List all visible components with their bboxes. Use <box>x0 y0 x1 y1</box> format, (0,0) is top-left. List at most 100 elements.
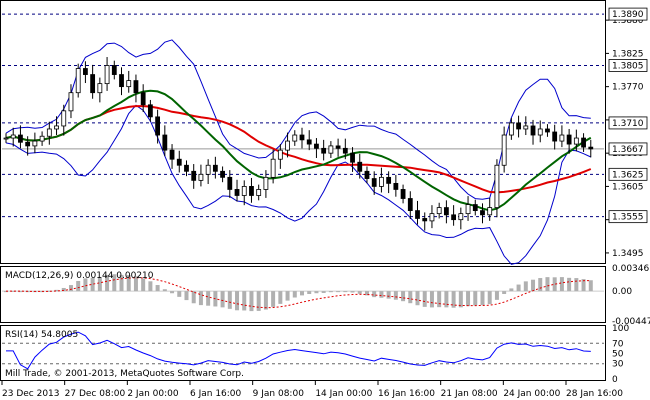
macd-bar <box>429 291 434 308</box>
time-tick-label: 9 Jan 08:00 <box>253 389 305 399</box>
rsi-tick-label: 100 <box>612 324 629 334</box>
candle-body <box>249 186 254 196</box>
macd-bar <box>458 291 463 308</box>
macd-bar <box>105 274 110 292</box>
price-tick-label: 1.3880 <box>612 16 644 26</box>
rsi-label: RSI(14) 54.8005 <box>5 330 78 340</box>
macd-bar <box>61 287 66 292</box>
macd-bar <box>559 277 564 292</box>
time-tick-label: 24 Jan 00:00 <box>503 389 560 399</box>
candle-body <box>400 189 406 199</box>
macd-bar <box>220 291 225 308</box>
time-tick-label: 21 Jan 08:00 <box>441 389 498 399</box>
candle-body <box>68 92 74 112</box>
level-box-label: 1.3667 <box>612 145 644 155</box>
candle-body <box>371 178 377 187</box>
level-box <box>608 59 648 72</box>
candle-body <box>277 149 283 160</box>
macd-bar <box>451 291 456 308</box>
rsi-tick-label: 30 <box>612 360 624 370</box>
macd-bar <box>292 291 297 298</box>
time-tick-label: 27 Dec 08:00 <box>65 389 126 399</box>
macd-bar <box>162 289 167 292</box>
candle-body <box>566 134 572 145</box>
candle-body <box>415 210 420 219</box>
macd-bar <box>502 291 507 295</box>
macd-bar <box>119 274 124 292</box>
macd-bar <box>198 291 203 306</box>
candle-body <box>155 116 161 136</box>
level-box <box>608 116 648 130</box>
macd-bar <box>47 290 52 292</box>
candle-body <box>227 176 233 190</box>
level-box <box>608 210 648 224</box>
time-tick-label: 2 Jan 00:00 <box>127 389 179 399</box>
macd-bar <box>126 275 131 292</box>
macd-bar <box>90 277 95 292</box>
candle-body <box>61 110 67 127</box>
macd-bar <box>112 274 117 292</box>
macd-bar <box>328 291 333 293</box>
candle-body <box>10 134 16 139</box>
candle-body <box>32 140 38 147</box>
macd-bar <box>148 281 153 292</box>
price-tick-label: 1.3825 <box>612 49 644 59</box>
candle-body <box>83 68 88 75</box>
candle-body <box>3 137 9 140</box>
macd-bar <box>314 291 319 294</box>
macd-bar <box>227 291 232 309</box>
candle-body <box>234 189 240 196</box>
candle-body <box>451 214 457 221</box>
macd-bar <box>133 276 138 292</box>
candle-body <box>126 80 132 88</box>
macd-bar <box>263 291 268 310</box>
macd-tick-label: -0.00447 <box>612 317 650 327</box>
candle-body <box>588 146 594 150</box>
candle-body <box>191 170 197 181</box>
level-box <box>608 142 648 156</box>
macd-bar <box>191 291 196 304</box>
time-axis: 23 Dec 2013 27 Dec 08:00 2 Jan 00:00 6 Jan … <box>1 381 623 399</box>
candle-body <box>335 145 341 149</box>
candle-body <box>480 210 485 216</box>
candle-body <box>299 134 305 141</box>
candle-body <box>256 189 262 196</box>
time-tick-label: 28 Jan 16:00 <box>566 389 623 399</box>
candle-body <box>169 149 175 160</box>
candle-body <box>119 74 124 88</box>
rsi-tick-label: 0 <box>612 375 618 385</box>
candle-body <box>436 207 442 215</box>
time-tick-label: 14 Jan 00:00 <box>315 389 372 399</box>
candle-body <box>516 122 521 130</box>
macd-label: MACD(12,26,9) 0.00144 0.00210 <box>5 271 154 281</box>
price-panel[interactable] <box>0 0 606 264</box>
macd-bar <box>545 277 550 292</box>
candle-body <box>559 134 565 142</box>
candle-body <box>140 92 146 106</box>
macd-bar <box>300 291 304 296</box>
candle-body <box>97 83 103 94</box>
macd-bar <box>235 291 240 311</box>
macd-bar <box>278 291 283 304</box>
candle-body <box>314 143 319 149</box>
candle-body <box>552 131 558 142</box>
macd-bar <box>343 291 348 293</box>
macd-bar <box>285 291 290 301</box>
candle-body <box>472 204 478 212</box>
macd-bar <box>336 291 341 293</box>
macd-bar <box>401 291 406 302</box>
macd-bar <box>494 291 499 300</box>
macd-bar <box>509 288 514 292</box>
macd-bar <box>170 291 175 294</box>
candle-body <box>285 140 290 151</box>
macd-bar <box>386 291 391 299</box>
macd-bar <box>552 277 557 292</box>
candle-body <box>111 65 117 75</box>
candle-body <box>501 134 507 166</box>
rsi-tick-label: 70 <box>612 339 624 349</box>
candle-body <box>508 122 514 136</box>
candle-body <box>379 176 384 187</box>
rsi-panel[interactable] <box>0 325 606 381</box>
macd-bar <box>249 291 254 312</box>
